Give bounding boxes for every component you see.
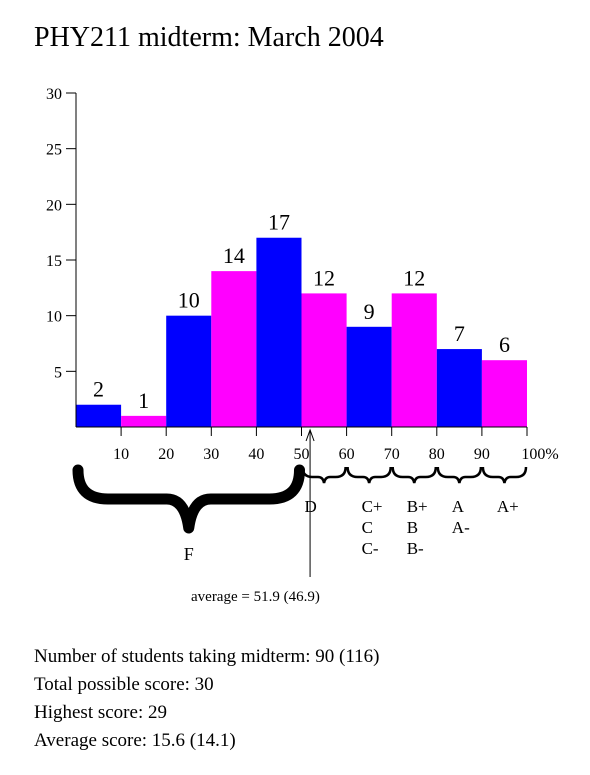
histogram-bar [301,293,347,427]
x-tick-label: 10 [113,446,129,463]
grade-letter: B+ [407,497,428,516]
grade-letter: A- [452,518,470,537]
bar-value-label: 2 [93,377,104,402]
histogram-bar [121,415,167,427]
grade-letter: A+ [497,497,519,516]
grade-brace-small [301,466,347,484]
bar-value-label: 10 [178,288,200,313]
y-tick-label: 15 [46,253,62,270]
histogram-bar [256,237,302,427]
grade-brace-small [436,466,483,484]
x-tick-label: 80 [429,446,445,463]
bar-value-label: 14 [223,243,245,268]
y-tick-label: 30 [46,86,62,103]
histogram-bar [481,360,527,427]
bar-value-label: 9 [364,299,375,324]
histogram-bar [166,315,212,427]
bar-value-label: 7 [454,321,465,346]
average-label: average = 51.9 (46.9) [191,589,320,605]
bar-value-label: 12 [403,265,425,290]
grade-brace-f [72,464,305,534]
histogram-bar [391,293,437,427]
x-tick-label: 100% [521,446,558,463]
grade-letter: B- [407,539,424,558]
average-arrow-head [305,428,315,442]
histogram-chart: 2 1 10 14 17 12 9 12 7 6 5 10 15 20 25 30 10 20 30 40 50 60 7… [46,86,559,577]
x-tick-label: 70 [384,446,400,463]
histogram-bar [436,349,482,427]
grade-letter: C [362,518,373,537]
grade-letter: C+ [362,497,383,516]
y-tick-label: 20 [46,197,62,214]
average-score: Average score: 15.6 (14.1) [34,730,236,751]
y-tick-label: 25 [46,142,62,159]
x-tick-label: 60 [339,446,355,463]
grade-letter: B [407,518,418,537]
x-tick-label: 90 [474,446,490,463]
grade-label-f: F [184,544,194,564]
y-tick-label: 5 [54,364,62,381]
bar-value-label: 6 [499,332,510,357]
grade-brace-small [346,466,392,484]
grade-letter: C- [362,539,379,558]
students-count: Number of students taking midterm: 90 (1… [34,646,380,667]
grade-letter: A [452,497,465,516]
highest-score: Highest score: 29 [34,702,167,723]
stats-block: Number of students taking midterm: 90 (1… [34,643,379,755]
total-score: Total possible score: 30 [34,674,214,695]
x-tick-label: 40 [248,446,264,463]
histogram-bar [76,404,122,427]
grade-letter: D [305,497,317,516]
chart-title: PHY211 midterm: March 2004 [34,22,384,53]
histogram-bar [346,326,392,427]
x-tick-label: 30 [203,446,219,463]
bar-value-label: 1 [138,388,149,413]
grade-brace-small [481,466,528,484]
histogram-bar [211,271,257,427]
x-tick-label: 50 [294,446,310,463]
y-tick-label: 10 [46,309,62,326]
x-tick-label: 20 [158,446,174,463]
grade-brace-small [391,466,438,484]
bar-value-label: 17 [268,210,290,235]
bar-value-label: 12 [313,265,335,290]
